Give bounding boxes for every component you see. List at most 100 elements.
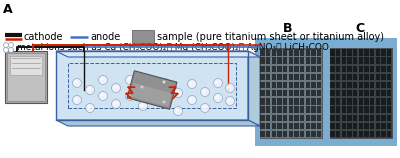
Bar [283,82,287,88]
Text: anode: anode [90,31,120,42]
Text: B: B [283,22,293,35]
Bar [353,131,357,137]
Bar [353,115,357,121]
Bar [364,66,369,72]
Bar [283,98,287,105]
Bar [353,49,357,55]
Bar [347,66,352,72]
Bar [289,74,293,80]
Circle shape [88,88,90,91]
Circle shape [100,78,104,80]
Bar [336,123,340,129]
Bar [266,115,270,121]
Circle shape [86,85,94,94]
Polygon shape [248,51,260,126]
Bar [266,74,270,80]
Bar [370,115,374,121]
Bar [376,66,380,72]
Bar [272,74,276,80]
Bar [381,57,386,64]
Bar [317,123,321,129]
Text: cathode: cathode [24,31,64,42]
Bar [387,57,391,64]
Bar [359,90,363,96]
Bar [376,115,380,121]
Bar [342,82,346,88]
Bar [387,123,391,129]
Bar [387,74,391,80]
Bar [364,90,369,96]
Bar [353,123,357,129]
Bar [330,82,335,88]
Bar [359,74,363,80]
Bar [370,123,374,129]
Bar [381,74,386,80]
Bar [336,98,340,105]
Bar [300,74,304,80]
Text: A: A [3,3,13,16]
Bar [272,131,276,137]
Bar [387,106,391,113]
Bar [272,66,276,72]
Bar [347,82,352,88]
Bar [381,123,386,129]
Bar [260,66,265,72]
Bar [317,90,321,96]
Circle shape [140,85,144,88]
Circle shape [128,78,130,80]
Bar [330,74,335,80]
Bar [330,106,335,113]
Bar [359,98,363,105]
Bar [68,63,236,108]
Bar [260,123,265,129]
Bar [300,57,304,64]
Bar [56,51,248,120]
Bar [370,131,374,137]
Bar [370,90,374,96]
Bar [342,57,346,64]
Bar [277,123,282,129]
Bar [342,66,346,72]
Circle shape [174,88,182,97]
Bar [283,90,287,96]
Bar [260,49,265,55]
Bar [294,49,299,55]
Bar [370,82,374,88]
Bar [353,66,357,72]
Bar [306,49,310,55]
Bar [294,115,299,121]
Bar [336,66,340,72]
Bar [306,106,310,113]
Bar [277,57,282,64]
Bar [353,57,357,64]
Bar [283,106,287,113]
Bar [294,106,299,113]
Bar [330,49,335,55]
Bar [370,106,374,113]
Circle shape [202,106,206,109]
Bar [260,115,265,121]
Bar [317,57,321,64]
Bar [260,131,265,137]
Circle shape [226,97,234,106]
Bar [272,115,276,121]
Bar [294,74,299,80]
Bar [387,98,391,105]
Bar [306,131,310,137]
Bar [289,115,293,121]
Circle shape [112,100,120,109]
Bar [376,57,380,64]
Bar [353,82,357,88]
Bar [353,106,357,113]
Bar [311,106,316,113]
Bar [5,51,47,103]
Bar [347,131,352,137]
Bar [381,131,386,137]
Circle shape [8,43,14,48]
Bar [272,82,276,88]
Bar [387,66,391,72]
Circle shape [228,85,230,88]
Bar [289,49,293,55]
Circle shape [174,106,182,115]
Bar [387,82,391,88]
